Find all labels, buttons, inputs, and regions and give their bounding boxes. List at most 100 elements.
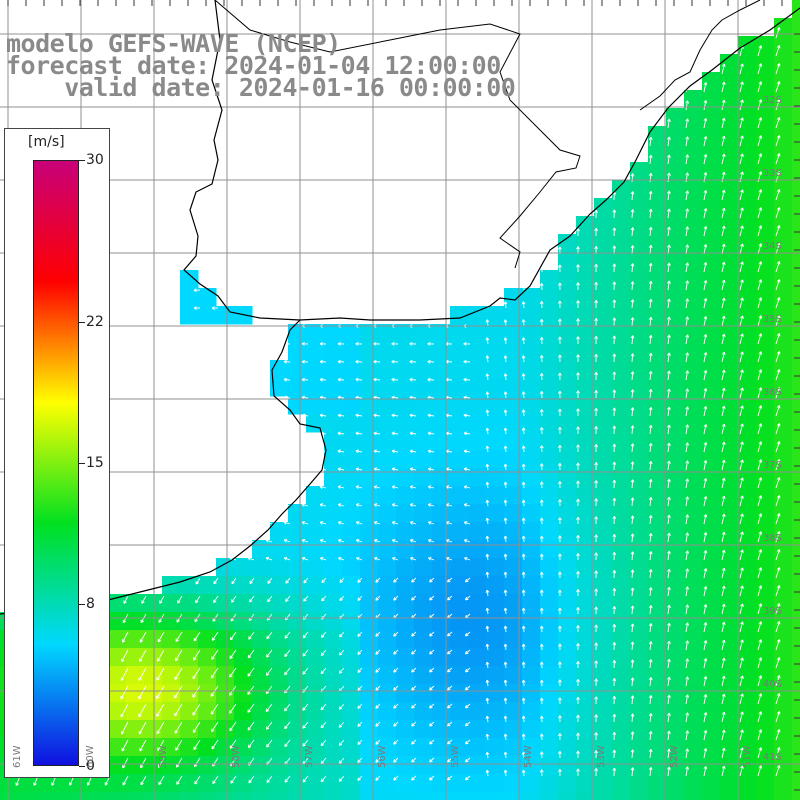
wind-vector <box>667 569 670 579</box>
wind-vector-head <box>630 389 634 393</box>
wind-vector-head <box>485 337 488 341</box>
wind-vector-head <box>776 405 780 408</box>
field-cell <box>486 306 505 325</box>
field-cell <box>648 648 667 667</box>
field-cell <box>594 486 613 505</box>
field-cell <box>216 684 235 703</box>
wind-vector <box>523 625 525 633</box>
wind-vector-head <box>685 316 688 320</box>
wind-vector <box>338 414 345 417</box>
field-cell <box>594 558 613 577</box>
wind-vector-head <box>685 532 688 536</box>
field-cell <box>540 558 559 577</box>
field-cell <box>558 576 577 595</box>
wind-vector-head <box>740 351 743 355</box>
wind-vector-head <box>776 297 780 300</box>
wind-vector <box>375 649 381 655</box>
wind-vector-head <box>231 600 235 603</box>
wind-vector <box>667 712 670 723</box>
field-cell <box>558 468 577 487</box>
wind-vector-head <box>391 432 395 436</box>
wind-vector-head <box>265 521 269 525</box>
wind-vector-head <box>612 642 615 646</box>
field-cell <box>666 252 685 271</box>
wind-vector <box>775 603 780 615</box>
wind-vector-head <box>721 693 725 697</box>
wind-vector-head <box>175 658 179 662</box>
wind-vector-head <box>176 620 180 623</box>
field-cell <box>612 540 631 559</box>
wind-vector-head <box>594 263 597 268</box>
wind-vector-head <box>411 760 415 763</box>
wind-vector <box>649 299 652 309</box>
wind-vector-head <box>630 695 634 699</box>
field-cell <box>144 648 163 667</box>
wind-vector-head <box>212 764 216 767</box>
field-cell <box>504 720 523 739</box>
wind-vector-head <box>648 641 652 645</box>
field-cell <box>432 738 451 757</box>
field-cell <box>522 666 541 685</box>
wind-vector <box>428 539 435 543</box>
wind-vector-head <box>667 496 670 500</box>
wind-vector-head <box>758 261 762 265</box>
wind-vector <box>463 414 471 417</box>
wind-vector <box>757 621 762 633</box>
wind-vector <box>739 765 744 777</box>
field-cell <box>360 450 379 469</box>
wind-vector-head <box>685 244 688 248</box>
wind-vector <box>445 432 453 435</box>
field-cell <box>594 522 613 541</box>
field-cell <box>684 468 703 487</box>
wind-vector-head <box>194 782 198 785</box>
wind-vector <box>211 721 219 732</box>
wind-vector <box>465 739 471 745</box>
field-cell <box>738 396 757 415</box>
wind-vector <box>721 225 725 237</box>
wind-vector-head <box>283 521 287 525</box>
field-cell <box>648 432 667 451</box>
field-cell <box>468 792 487 800</box>
field-cell <box>198 792 217 800</box>
wind-vector <box>266 649 273 658</box>
field-cell <box>558 594 577 613</box>
field-cell <box>684 270 703 289</box>
field-cell <box>198 306 217 325</box>
wind-vector-head <box>539 553 543 557</box>
wind-vector-head <box>121 659 125 662</box>
field-cell <box>414 450 433 469</box>
field-cell <box>288 702 307 721</box>
wind-vector <box>631 587 634 597</box>
wind-vector-head <box>612 407 615 411</box>
wind-vector <box>739 315 744 327</box>
wind-vector <box>775 45 780 57</box>
field-cell <box>414 324 433 343</box>
field-cell <box>738 306 757 325</box>
wind-vector <box>523 697 525 705</box>
field-cell <box>522 324 541 343</box>
field-cell <box>630 450 649 469</box>
field-cell <box>648 198 667 217</box>
field-cell <box>576 612 595 631</box>
wind-vector-head <box>445 521 449 525</box>
coastline-uruguay-brazil <box>183 0 800 321</box>
wind-vector-head <box>576 516 579 520</box>
field-cell <box>666 162 685 181</box>
field-cell <box>540 360 559 379</box>
field-cell <box>774 648 793 667</box>
wind-vector <box>486 554 489 561</box>
wind-vector <box>775 549 780 561</box>
field-cell <box>738 756 757 775</box>
field-cell <box>648 630 667 649</box>
field-cell <box>486 378 505 397</box>
wind-vector <box>775 279 780 291</box>
field-cell <box>162 594 181 613</box>
field-cell <box>450 792 469 800</box>
field-cell <box>666 630 685 649</box>
field-cell <box>594 648 613 667</box>
wind-vector <box>522 373 525 381</box>
field-cell <box>522 720 541 739</box>
wind-vector-head <box>465 760 469 763</box>
field-cell <box>612 720 631 739</box>
wind-vector-head <box>776 585 780 588</box>
